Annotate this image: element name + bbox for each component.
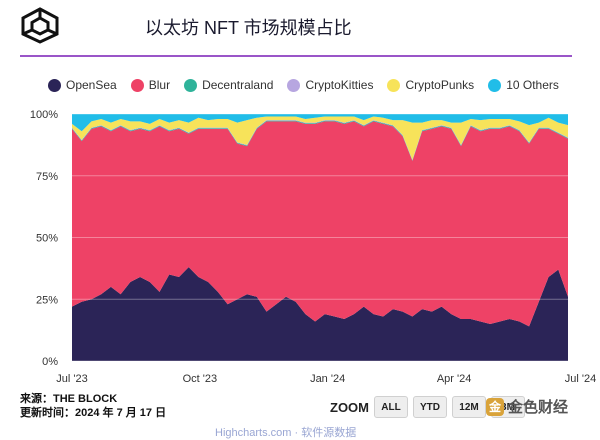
footer: 来源：THE BLOCK 更新时间：2024 年 7 月 17 日 bbox=[20, 392, 166, 420]
legend-label: Blur bbox=[148, 78, 171, 92]
zoom-all-button[interactable]: ALL bbox=[374, 396, 408, 418]
y-tick-label: 25% bbox=[36, 294, 58, 306]
area-series-blur bbox=[72, 121, 568, 327]
chart-title: 以太坊 NFT 市场规模占比 bbox=[145, 18, 352, 38]
area-series-opensea bbox=[72, 267, 568, 361]
the-block-logo bbox=[21, 7, 59, 44]
legend-item-decentraland[interactable]: Decentraland bbox=[184, 78, 273, 92]
legend-swatch bbox=[130, 78, 144, 92]
zoom-ytd-button[interactable]: YTD bbox=[413, 396, 447, 418]
watermark: 金 金色财经 bbox=[486, 396, 568, 417]
area-series-cryptopunks bbox=[72, 116, 568, 160]
legend-swatch bbox=[287, 78, 301, 92]
y-tick-label: 100% bbox=[30, 109, 58, 121]
legend-item-10-others[interactable]: 10 Others bbox=[488, 78, 559, 92]
x-tick-label: Jan '24 bbox=[310, 373, 345, 385]
zoom-12m-button[interactable]: 12M bbox=[452, 396, 486, 418]
y-tick-label: 75% bbox=[36, 171, 58, 183]
gold-finance-icon: 金 bbox=[486, 397, 504, 416]
y-tick-label: 0% bbox=[42, 356, 58, 368]
title-divider bbox=[20, 55, 572, 57]
legend-item-cryptokitties[interactable]: CryptoKitties bbox=[287, 78, 373, 92]
area-series-10-others bbox=[72, 114, 568, 132]
legend-item-blur[interactable]: Blur bbox=[130, 78, 171, 92]
legend-swatch bbox=[48, 78, 61, 92]
legend-label: Decentraland bbox=[202, 78, 274, 92]
source-label: 来源：THE BLOCK bbox=[20, 393, 118, 405]
x-tick-label: Apr '24 bbox=[437, 373, 472, 385]
legend-item-opensea[interactable]: OpenSea bbox=[48, 78, 117, 92]
x-tick-label: Jul '23 bbox=[56, 373, 87, 385]
legend-swatch bbox=[184, 78, 198, 92]
updated-label: 更新时间：2024 年 7 月 17 日 bbox=[20, 407, 167, 419]
legend-label: CryptoPunks bbox=[405, 78, 475, 92]
legend-swatch bbox=[387, 78, 401, 92]
legend-swatch bbox=[488, 78, 502, 92]
legend-item-cryptopunks[interactable]: CryptoPunks bbox=[387, 78, 474, 92]
legend-label: OpenSea bbox=[66, 78, 117, 92]
legend-label: 10 Others bbox=[506, 78, 559, 92]
stacked-area-chart: 0% 25% 50% 75% 100% Jul '23 Oct '23 Jan '24 Apr … bbox=[30, 109, 596, 385]
x-tick-label: Jul '24 bbox=[565, 373, 596, 385]
bottom-cutoff-text: Highcharts.com · 软件源数据 bbox=[215, 427, 357, 439]
watermark-text: 金色财经 bbox=[508, 399, 569, 416]
y-tick-label: 50% bbox=[36, 233, 58, 245]
x-tick-label: Oct '23 bbox=[183, 373, 218, 385]
zoom-label: ZOOM bbox=[330, 400, 369, 415]
legend-label: CryptoKitties bbox=[305, 78, 374, 92]
chart-legend: OpenSea Blur Decentraland CryptoKitties Cryp… bbox=[48, 78, 559, 92]
